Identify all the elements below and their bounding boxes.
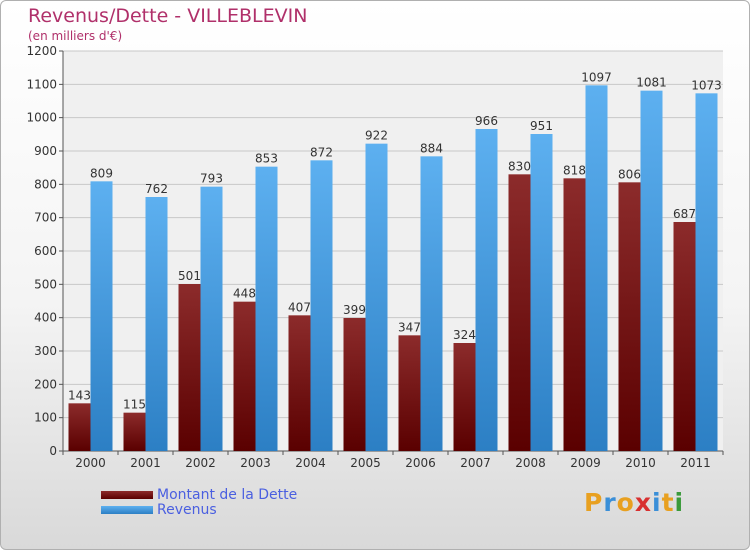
x-tick-label: 2009: [570, 456, 601, 470]
y-tick-label: 1200: [26, 44, 57, 58]
bar-dette: [178, 284, 201, 451]
x-tick-label: 2004: [295, 456, 326, 470]
data-label-revenus: 1097: [581, 70, 612, 84]
bar-revenus: [200, 186, 223, 451]
bar-revenus: [255, 166, 278, 451]
bar-dette: [68, 403, 91, 451]
y-tick-label: 1100: [26, 77, 57, 91]
bar-dette: [453, 343, 476, 451]
y-tick-label: 700: [34, 211, 57, 225]
data-label-revenus: 853: [255, 152, 278, 166]
data-label-dette: 115: [123, 398, 146, 412]
data-label-revenus: 872: [310, 145, 333, 159]
x-tick-label: 2000: [75, 456, 106, 470]
data-label-dette: 324: [453, 328, 476, 342]
bar-revenus: [640, 90, 663, 452]
data-label-dette: 407: [288, 300, 311, 314]
x-tick-label: 2010: [625, 456, 656, 470]
bar-dette: [398, 335, 421, 451]
legend-label-revenus: Revenus: [157, 501, 217, 518]
x-tick-label: 2002: [185, 456, 216, 470]
data-label-revenus: 762: [145, 182, 168, 196]
x-tick-label: 2003: [240, 456, 271, 470]
bar-dette: [508, 174, 531, 452]
y-tick-label: 800: [34, 177, 57, 191]
bar-dette: [288, 315, 311, 451]
bar-revenus: [310, 160, 333, 452]
y-tick-label: 900: [34, 144, 57, 158]
x-tick-label: 2007: [460, 456, 491, 470]
data-label-dette: 347: [398, 320, 421, 334]
bar-dette: [123, 412, 146, 451]
bar-revenus: [695, 93, 718, 451]
data-label-revenus: 809: [90, 166, 113, 180]
x-tick-label: 2011: [680, 456, 711, 470]
data-label-dette: 501: [178, 269, 201, 283]
legend-item-revenus: Revenus: [101, 501, 297, 518]
bar-dette: [233, 301, 256, 451]
x-tick-label: 2008: [515, 456, 546, 470]
y-tick-label: 200: [34, 377, 57, 391]
proxiti-logo: Proxiti: [584, 488, 685, 517]
legend-swatch-dette: [101, 490, 153, 499]
chart-subtitle: (en milliers d'€): [28, 29, 123, 43]
data-label-revenus: 966: [475, 114, 498, 128]
data-label-dette: 399: [343, 303, 366, 317]
legend-item-dette: Montant de la Dette: [101, 486, 298, 503]
bar-revenus: [90, 181, 113, 452]
bar-dette: [343, 318, 366, 451]
bar-revenus: [475, 129, 498, 451]
data-label-revenus: 922: [365, 129, 388, 143]
bar-dette: [563, 178, 586, 452]
bar-revenus: [420, 156, 443, 452]
y-tick-label: 0: [49, 444, 57, 458]
x-tick-label: 2006: [405, 456, 436, 470]
chart-title: Revenus/Dette - VILLEBLEVIN: [28, 5, 308, 27]
chart-legend: Montant de la Dette Revenus: [101, 486, 298, 518]
y-tick-label: 500: [34, 277, 57, 291]
y-tick-label: 100: [34, 411, 57, 425]
bar-revenus: [145, 197, 168, 451]
data-label-dette: 687: [673, 207, 696, 221]
bar-revenus: [365, 143, 388, 451]
data-label-dette: 806: [618, 167, 641, 181]
bar-dette: [673, 222, 696, 451]
x-tick-label: 2001: [130, 456, 161, 470]
data-label-dette: 818: [563, 163, 586, 177]
data-label-revenus: 1073: [691, 78, 722, 92]
data-label-dette: 448: [233, 287, 256, 301]
data-label-revenus: 1081: [636, 76, 667, 90]
data-label-revenus: 884: [420, 141, 443, 155]
y-tick-label: 300: [34, 344, 57, 358]
x-tick-label: 2005: [350, 456, 381, 470]
data-label-revenus: 793: [200, 172, 223, 186]
data-label-dette: 830: [508, 159, 531, 173]
legend-swatch-revenus: [101, 505, 153, 514]
data-label-dette: 143: [68, 388, 91, 402]
bar-revenus: [530, 134, 553, 451]
y-tick-label: 400: [34, 311, 57, 325]
bar-dette: [618, 182, 641, 452]
legend-label-dette: Montant de la Dette: [157, 486, 298, 503]
y-tick-label: 600: [34, 244, 57, 258]
bar-revenus: [585, 85, 608, 451]
data-label-revenus: 951: [530, 119, 553, 133]
y-tick-label: 1000: [26, 111, 57, 125]
